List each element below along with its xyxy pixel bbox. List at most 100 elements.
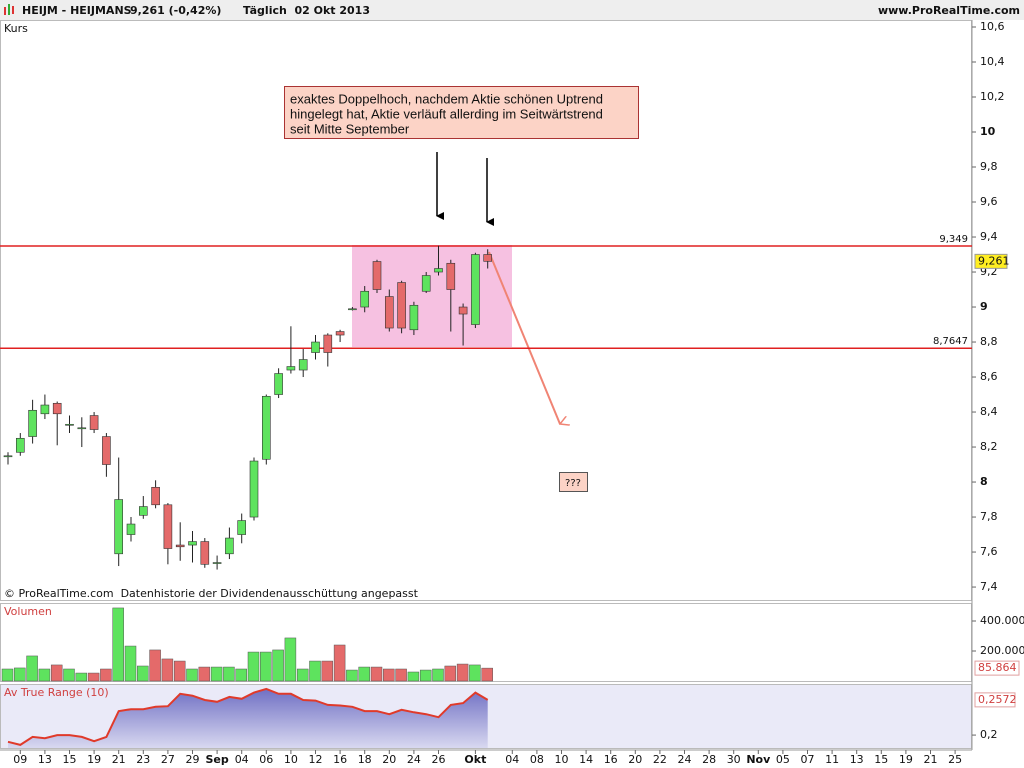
y-tick-label: 10,6 (980, 20, 1005, 33)
candle-body (225, 537, 234, 555)
candle-body (323, 334, 333, 353)
candle-body (114, 499, 123, 555)
candle-body (3, 455, 13, 458)
y-tick-label: 400.000 (980, 614, 1024, 627)
volume-bar (223, 666, 235, 682)
candle-body (249, 460, 259, 518)
x-tick-label: 29 (186, 753, 200, 766)
y-tick-label: 7,8 (980, 510, 998, 523)
x-tick-label: 19 (87, 753, 101, 766)
current-box (974, 692, 1016, 708)
candle-body (458, 306, 468, 315)
volume-bar (186, 668, 198, 682)
question: ??? (565, 478, 581, 489)
candle-body (102, 436, 111, 465)
x-tick-label: 15 (63, 753, 77, 766)
annotation-line: seit Mitte September (290, 121, 410, 136)
volume-bar (260, 651, 272, 682)
footer: © ProRealTime.com Datenhistorie der Divi… (4, 587, 419, 600)
x-tick-label: 10 (284, 753, 298, 766)
candle-body (483, 254, 493, 262)
x-tick-label: 04 (505, 753, 519, 766)
candle-body (348, 308, 357, 311)
volume-bar (383, 668, 395, 682)
current-label: 85.864 (978, 661, 1017, 674)
candle-body (65, 423, 74, 426)
candle-body (372, 261, 382, 290)
annotation-box (284, 86, 639, 139)
x-tick-label: 27 (161, 753, 175, 766)
x-tick-label: 24 (678, 753, 692, 766)
volume-bar (149, 649, 161, 682)
volume-bar (296, 668, 309, 682)
volume-bar (38, 668, 51, 682)
volume-bar (173, 660, 186, 682)
volume-bar (26, 655, 38, 682)
x-tick-label: 23 (136, 753, 150, 766)
panel-label: Volumen (4, 605, 52, 618)
volume-bar (198, 666, 211, 682)
x-tick-label: Nov (746, 753, 771, 766)
candle-body (212, 562, 222, 564)
y-tick-label: 10,2 (980, 90, 1005, 103)
volume-bar (456, 663, 469, 682)
volume-bar (75, 672, 88, 682)
atr-line (7, 687, 489, 746)
x-tick-label: 28 (702, 753, 716, 766)
level-label: 8,7647 (933, 336, 968, 347)
candle-body (274, 373, 283, 395)
header-bar (0, 0, 1024, 20)
y-tick-label: 200.000 (980, 644, 1024, 657)
candle-body (397, 282, 406, 329)
volume-bar (444, 665, 457, 682)
x-tick-label: 22 (653, 753, 667, 766)
y-tick-label: 10,4 (980, 55, 1005, 68)
volume-bar (100, 668, 112, 682)
x-tick-label: 21 (112, 753, 126, 766)
candle-body (384, 296, 394, 329)
y-tick-label: 7,6 (980, 545, 998, 558)
x-tick-label: 19 (899, 753, 913, 766)
candle-body (188, 541, 197, 546)
y-tick-label: 7,4 (980, 580, 998, 593)
current-box (974, 660, 1020, 676)
panel-label: Kurs (4, 22, 28, 35)
volume-bar (50, 664, 63, 682)
candle-body (28, 409, 37, 437)
symbol: HEIJM - HEIJMANS (22, 4, 132, 17)
candle-body (446, 262, 456, 290)
quote: 9,261 (-0,42%) (130, 4, 221, 17)
candle-body (15, 437, 25, 453)
volume-bar (469, 664, 481, 682)
current-label: 0,2572 (978, 693, 1017, 706)
candle-body (434, 268, 443, 273)
candle-body (335, 331, 345, 336)
y-tick-label: 8,8 (980, 335, 998, 348)
annotation-line: hingelegt hat, Aktie verläuft allerding … (290, 106, 603, 121)
candle-body (421, 275, 431, 292)
y-tick-label: 0,2 (980, 728, 998, 741)
question-box (559, 472, 588, 492)
x-tick-label: 26 (432, 753, 446, 766)
candle-body (52, 402, 62, 415)
candle-body (77, 427, 87, 430)
y-tick-label: 8,6 (980, 370, 998, 383)
y-tick-label: 10 (980, 125, 996, 138)
source[interactable]: www.ProRealTime.com (878, 4, 1020, 17)
y-tick-label: 9 (980, 300, 988, 313)
candle-body (471, 254, 480, 325)
volume-bar (235, 668, 247, 682)
x-tick-label: Okt (464, 753, 486, 766)
volume-bar (63, 668, 75, 682)
period: Täglich 02 Okt 2013 (243, 4, 370, 17)
x-tick-label: 09 (13, 753, 27, 766)
volume-bar (247, 651, 260, 682)
volume-bar (124, 645, 137, 682)
x-tick-label: 20 (628, 753, 642, 766)
current-box (974, 253, 1008, 269)
x-tick-label: 15 (874, 753, 888, 766)
volume-bar (419, 669, 432, 682)
volume-bar (87, 672, 100, 682)
volume-bar (333, 644, 346, 682)
x-tick-label: 25 (948, 753, 962, 766)
